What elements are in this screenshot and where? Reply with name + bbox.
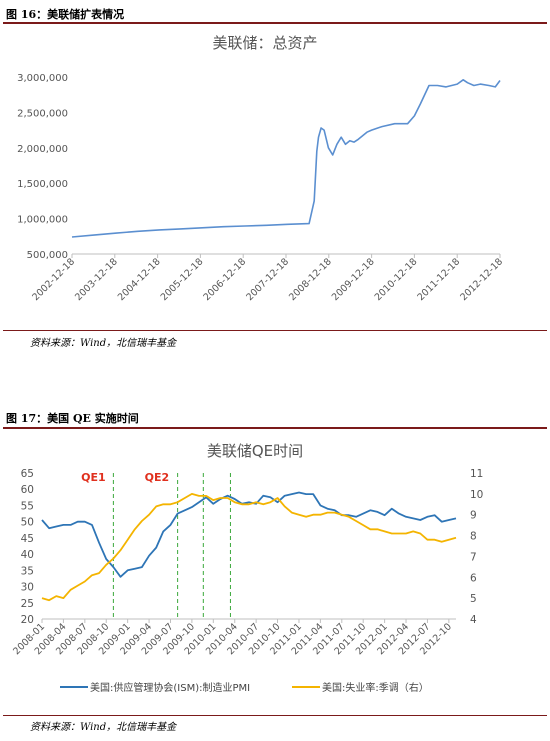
chart2-ytick-label: 55 [21,500,34,512]
chart1-xtick-label: 2007-12-18 [244,256,291,303]
chart2-y2tick-label: 8 [470,531,477,543]
chart1-xtick-label: 2008-12-18 [287,256,334,303]
chart2-y2tick-label: 4 [470,614,477,626]
chart2-ytick-label: 65 [21,468,34,480]
figure17-bottom-rule [3,715,547,716]
chart1-ytick-label: 1,000,000 [17,215,68,226]
chart1-title: 美联储：总资产 [212,34,317,52]
chart1-xtick-label: 2012-12-18 [458,256,505,303]
chart2-ytick-label: 25 [21,598,34,610]
chart2-series-unemployment [41,493,457,602]
chart1-ytick-label: 2,500,000 [17,108,68,119]
chart1-ytick-label: 3,000,000 [17,73,68,84]
chart1-series-total-assets [71,78,501,238]
chart2-ytick-label: 45 [21,533,34,545]
chart2-y2tick-label: 9 [470,510,477,522]
chart2-ytick-label: 35 [21,565,34,577]
legend-pmi-label: 美国:供应管理协会(ISM):制造业PMI [90,681,250,694]
chart1-xtick-label: 2002-12-18 [30,256,77,303]
chart2-ytick-label: 20 [21,614,34,626]
chart2-y2tick-label: 7 [470,551,477,563]
chart-fed-total-assets: 美联储：总资产 3,000,000 2,500,000 2,000,000 1,500… [17,34,505,303]
figure16-source: 资料来源：Wind，北信瑞丰基金 [30,338,177,349]
chart1-xtick-label: 2010-12-18 [373,256,420,303]
chart1-xtick-label: 2009-12-18 [330,256,377,303]
chart2-ytick-label: 50 [21,517,34,529]
figure16-bottom-rule [3,330,547,331]
figure17-caption: 图 17：美国 QE 实施时间 [6,412,139,425]
figure16-top-rule [3,22,547,24]
chart2-y2tick-label: 6 [470,572,477,584]
chart2-ytick-label: 30 [21,582,34,594]
chart1-ytick-label: 1,500,000 [17,179,68,190]
chart1-xtick-label: 2005-12-18 [159,256,206,303]
chart2-title: 美联储QE时间 [207,442,303,460]
chart2-ytick-label: 40 [21,549,34,561]
chart1-xtick-label: 2011-12-18 [415,256,462,303]
chart2-annotation-qe2: QE2 [145,471,170,484]
chart2-series-pmi [41,491,457,578]
chart2-y2tick-label: 5 [470,593,477,605]
chart2-y2tick-label: 11 [470,468,483,480]
figure16-caption: 图 16：美联储扩表情况 [6,8,125,21]
chart1-xtick-label: 2006-12-18 [201,256,248,303]
chart2-annotation-qe1: QE1 [81,471,106,484]
chart1-ytick-label: 2,000,000 [17,144,68,155]
chart2-ytick-label: 60 [21,484,34,496]
chart1-ytick-label: 500,000 [27,250,68,261]
figure17-top-rule [3,427,547,429]
chart1-xtick-label: 2003-12-18 [73,256,120,303]
figure17-source: 资料来源：Wind，北信瑞丰基金 [30,722,177,733]
chart2-y2tick-label: 10 [470,489,483,501]
chart1-xtick-label: 2004-12-18 [116,256,163,303]
legend-unemployment-label: 美国:失业率:季调（右） [322,681,429,694]
